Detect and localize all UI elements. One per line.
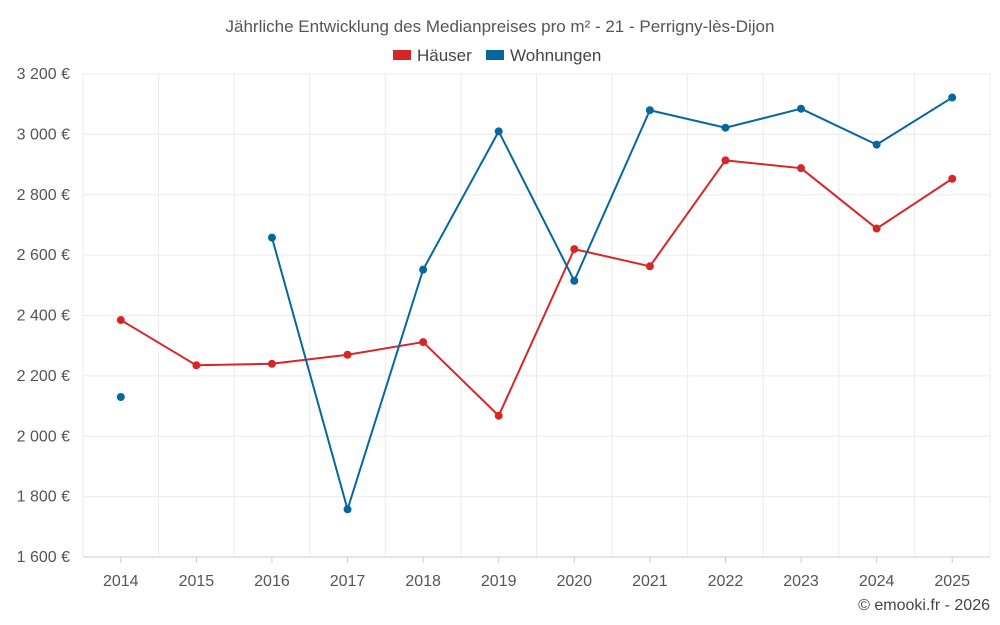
data-point[interactable] xyxy=(116,393,125,402)
y-tick-label: 2 400 € xyxy=(17,308,70,325)
data-point[interactable] xyxy=(797,164,806,173)
y-tick-label: 2 600 € xyxy=(17,247,70,264)
data-point[interactable] xyxy=(570,245,579,254)
y-tick-label: 1 800 € xyxy=(17,489,70,506)
x-tick-label: 2020 xyxy=(556,573,592,590)
x-tick-label: 2021 xyxy=(632,573,668,590)
data-point[interactable] xyxy=(419,265,428,274)
data-point[interactable] xyxy=(494,127,503,136)
data-point[interactable] xyxy=(192,361,201,370)
data-point[interactable] xyxy=(419,338,428,347)
credit-text: © emooki.fr - 2026 xyxy=(858,597,990,614)
series xyxy=(116,93,957,514)
series-0 xyxy=(116,156,957,420)
axes: 1 600 € 1 800 € 2 000 € 2 200 € 2 400 € 2 600… xyxy=(17,66,990,590)
data-point[interactable] xyxy=(343,350,352,359)
series-line xyxy=(270,96,953,511)
series-line xyxy=(120,159,953,417)
x-tick-label: 2022 xyxy=(708,573,744,590)
y-tick-label: 2 800 € xyxy=(17,187,70,204)
legend-item-0[interactable]: Häuser xyxy=(393,46,472,65)
legend-swatch xyxy=(486,50,504,60)
data-point[interactable] xyxy=(267,233,276,242)
data-point[interactable] xyxy=(343,505,352,514)
y-tick-label: 3 200 € xyxy=(17,66,70,83)
y-tick-label: 1 600 € xyxy=(17,549,70,566)
x-tick-label: 2016 xyxy=(254,573,290,590)
x-tick-label: 2018 xyxy=(405,573,441,590)
data-point[interactable] xyxy=(494,411,503,420)
y-tick-label: 3 000 € xyxy=(17,126,70,143)
legend-item-1[interactable]: Wohnungen xyxy=(486,46,601,65)
data-point[interactable] xyxy=(872,140,881,149)
data-point[interactable] xyxy=(267,359,276,368)
data-point[interactable] xyxy=(948,93,957,102)
x-tick-label: 2025 xyxy=(934,573,970,590)
x-tick-label: 2017 xyxy=(330,573,366,590)
x-tick-label: 2023 xyxy=(783,573,819,590)
legend-label: Wohnungen xyxy=(510,46,601,65)
legend-swatch xyxy=(393,50,411,60)
data-point[interactable] xyxy=(645,106,654,115)
data-point[interactable] xyxy=(797,104,806,113)
legend-label: Häuser xyxy=(417,46,472,65)
x-tick-label: 2015 xyxy=(179,573,215,590)
legend[interactable]: Häuser Wohnungen xyxy=(393,46,601,65)
series-1 xyxy=(116,93,957,514)
data-point[interactable] xyxy=(645,262,654,271)
grid xyxy=(82,73,991,557)
data-point[interactable] xyxy=(721,156,730,165)
y-tick-label: 2 000 € xyxy=(17,428,70,445)
x-tick-label: 2024 xyxy=(859,573,895,590)
x-tick-label: 2014 xyxy=(103,573,139,590)
y-tick-label: 2 200 € xyxy=(17,368,70,385)
data-point[interactable] xyxy=(570,276,579,285)
data-point[interactable] xyxy=(116,316,125,325)
x-tick-label: 2019 xyxy=(481,573,517,590)
chart-title: Jährliche Entwicklung des Medianpreises … xyxy=(226,17,775,36)
data-point[interactable] xyxy=(872,224,881,233)
data-point[interactable] xyxy=(948,174,957,183)
data-point[interactable] xyxy=(721,123,730,132)
